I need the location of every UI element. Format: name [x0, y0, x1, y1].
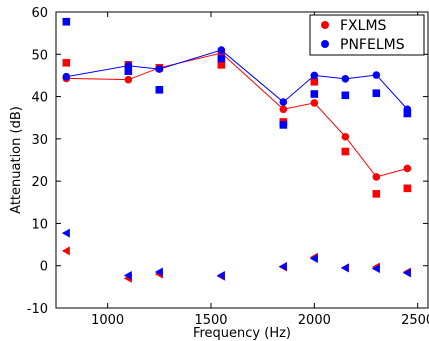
triangle-point-pnfelms — [216, 270, 225, 280]
y-tick-label: 60 — [31, 6, 48, 21]
line-point-pnfelms — [310, 71, 319, 80]
legend-marker-pnfelms — [321, 40, 329, 48]
triangle-point-pnfelms — [154, 267, 163, 277]
square-point-pnfelms — [310, 90, 319, 98]
legend: FXLMS PNFELMS — [309, 14, 425, 56]
square-point-fxlms — [62, 58, 71, 67]
square-point-pnfelms — [341, 91, 350, 100]
axis-ticks: 1000 1500 2000 2500 -10 0 10 20 30 40 50 60 — [27, 6, 429, 328]
square-point-pnfelms — [217, 54, 226, 63]
square-point-fxlms — [341, 147, 350, 156]
triangle-point-pnfelms — [123, 270, 132, 280]
y-tick-label: 10 — [31, 217, 48, 232]
legend-marker-fxlms — [321, 21, 329, 29]
square-point-pnfelms — [403, 109, 412, 118]
x-tick-label: 2500 — [401, 313, 429, 328]
line-point-fxlms — [341, 132, 350, 141]
legend-box — [309, 14, 425, 56]
line-point-pnfelms — [372, 71, 381, 79]
line-point-fxlms — [372, 173, 381, 181]
square-point-fxlms — [372, 190, 381, 198]
square-point-pnfelms — [62, 17, 71, 26]
square-point-pnfelms — [124, 67, 133, 75]
x-tick-label: 1500 — [194, 313, 227, 328]
x-tick-label: 2000 — [298, 313, 331, 328]
square-point-pnfelms — [279, 121, 288, 129]
line-point-fxlms — [124, 75, 133, 84]
triangle-point-pnfelms — [309, 254, 318, 264]
triangle-point-pnfelms — [402, 268, 411, 278]
line-point-pnfelms — [62, 72, 71, 81]
y-axis-label: Attenuation (dB) — [9, 106, 24, 214]
line-point-pnfelms — [279, 98, 288, 106]
square-point-fxlms — [403, 184, 412, 193]
y-tick-label: 0 — [40, 260, 48, 275]
series-pnfelms — [61, 17, 412, 280]
legend-label-fxlms: FXLMS — [340, 18, 387, 34]
y-tick-label: 50 — [31, 48, 48, 63]
triangle-point-pnfelms — [371, 264, 380, 274]
line-point-fxlms — [279, 105, 288, 114]
y-tick-label: 40 — [31, 91, 48, 106]
line-point-fxlms — [310, 99, 319, 107]
legend-label-pnfelms: PNFELMS — [340, 37, 405, 53]
square-point-fxlms — [310, 77, 319, 86]
square-point-fxlms — [217, 61, 226, 69]
line-point-pnfelms — [155, 65, 164, 73]
y-tick-label: 30 — [31, 133, 48, 148]
line-point-fxlms — [403, 164, 412, 173]
plot-area — [55, 11, 429, 309]
line-point-pnfelms — [217, 46, 226, 54]
line-point-pnfelms — [341, 75, 350, 83]
square-point-pnfelms — [155, 86, 164, 94]
y-tick-label: 20 — [31, 175, 48, 190]
y-tick-label: -10 — [27, 302, 48, 317]
triangle-point-pnfelms — [61, 228, 70, 238]
triangle-point-pnfelms — [278, 262, 287, 272]
triangle-point-fxlms — [61, 246, 70, 256]
series-layer — [61, 17, 412, 283]
square-point-pnfelms — [372, 89, 381, 97]
triangle-point-pnfelms — [340, 263, 349, 273]
x-tick-label: 1000 — [91, 313, 124, 328]
x-axis-label: Frequency (Hz) — [193, 326, 291, 341]
